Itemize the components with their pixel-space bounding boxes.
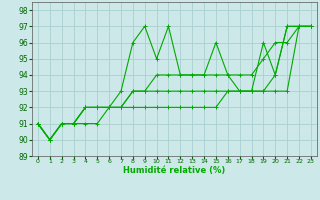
X-axis label: Humidité relative (%): Humidité relative (%) <box>123 166 226 175</box>
